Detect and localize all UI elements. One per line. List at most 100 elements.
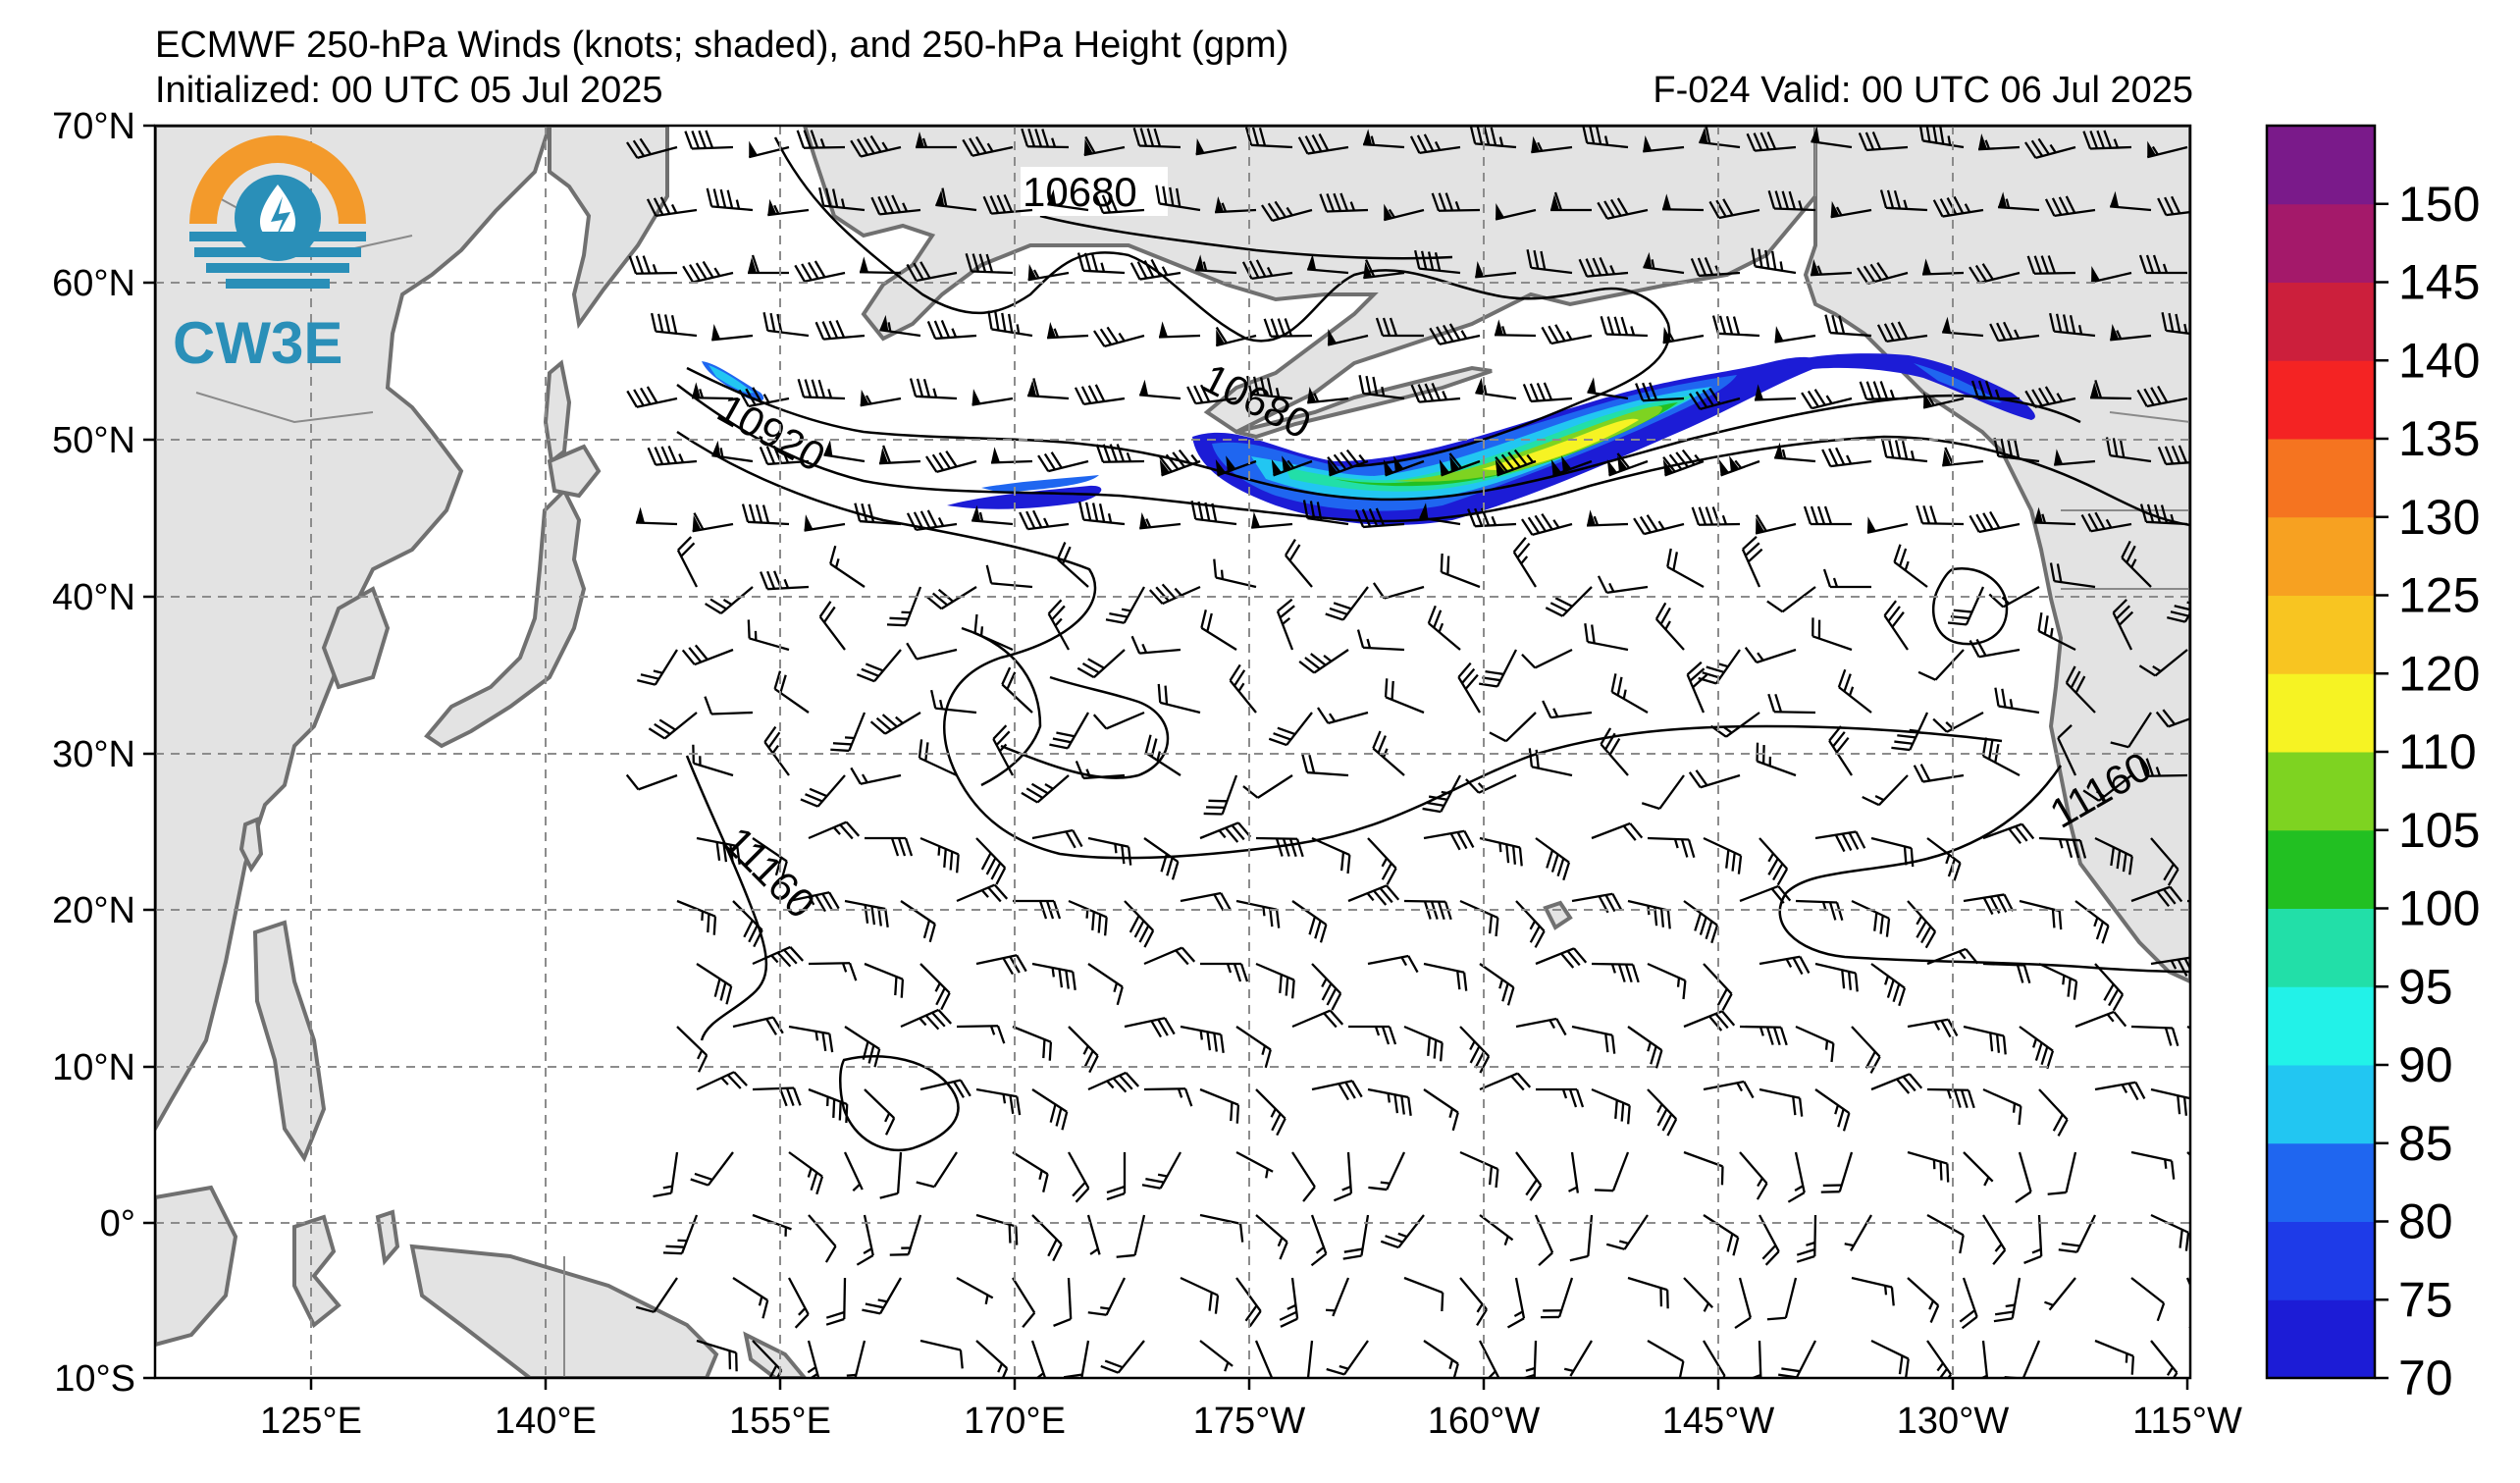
wind-barb: [696, 1071, 748, 1091]
wind-barb: [962, 135, 1014, 157]
wind-barb: [1326, 1340, 1369, 1376]
wind-barb: [1597, 197, 1649, 220]
wind-barb: [2094, 963, 2125, 1012]
wind-barb: [1766, 586, 1816, 613]
wind-barb: [1703, 1340, 1726, 1378]
wind-barb: [864, 962, 905, 998]
wind-barb: [1143, 1087, 1193, 1107]
wind-barb: [2138, 758, 2188, 777]
wind-barb: [1419, 503, 1461, 526]
wind-barb: [796, 130, 846, 149]
lon-label: 175°W: [1193, 1401, 1306, 1442]
wind-barb: [1298, 649, 1349, 674]
wind-barb: [1031, 1214, 1063, 1262]
wind-barb: [2047, 1151, 2077, 1195]
wind-barb: [1521, 648, 1573, 669]
wind-barb: [788, 1025, 834, 1053]
wind-barb: [1429, 323, 1481, 345]
wind-barb: [2019, 899, 2063, 930]
colorbar-label: 100: [2398, 881, 2480, 936]
wind-barb: [1512, 537, 1537, 588]
wind-barb: [1310, 1214, 1328, 1267]
wind-barb: [1666, 548, 1705, 589]
korea: [321, 586, 391, 690]
lat-label: 10°S: [54, 1358, 135, 1400]
wind-barb: [879, 314, 921, 338]
colorbar-label: 80: [2398, 1194, 2453, 1249]
colorbar-label: 90: [2398, 1037, 2453, 1092]
wind-barb: [1759, 837, 1789, 886]
wind-barb: [1647, 962, 1687, 1000]
wind-barb: [1372, 582, 1425, 600]
wind-barb: [1342, 1214, 1370, 1260]
wind-barb: [864, 1088, 896, 1136]
wind-barb: [1916, 504, 1965, 526]
wind-barb: [662, 1214, 699, 1255]
wind-barb: [1427, 605, 1461, 651]
wind-barb: [1235, 899, 1281, 928]
wind-barb: [2136, 385, 2188, 408]
contour-label-bg: [1021, 167, 1168, 216]
wind-barb: [1047, 188, 1089, 212]
wind-barb: [1076, 252, 1126, 275]
wind-barb: [2054, 449, 2096, 466]
wind-barb: [1235, 1150, 1274, 1179]
wind-barb: [1130, 635, 1181, 655]
wind-barb: [1105, 586, 1146, 624]
wind-barb: [1012, 1025, 1053, 1061]
wind-barb: [1037, 451, 1089, 473]
wind-barb: [1881, 438, 1928, 463]
colorbar-swatch: [2267, 673, 2375, 753]
wind-barb: [846, 1340, 866, 1378]
wind-barb: [1251, 511, 1293, 529]
wind-barb: [1759, 1087, 1804, 1117]
wind-barb: [1851, 1276, 1895, 1306]
wind-barb: [1703, 1080, 1755, 1099]
wind-barb: [1917, 649, 1965, 681]
colorbar-swatch: [2267, 908, 2375, 987]
wind-barb: [1325, 586, 1369, 621]
colorbar-label: 105: [2398, 803, 2480, 858]
wind-barb: [850, 134, 902, 158]
wind-barb: [2074, 1010, 2127, 1029]
lon-label: 160°W: [1428, 1401, 1541, 1442]
wind-barb: [1610, 673, 1649, 714]
wind-barb: [1947, 586, 1985, 626]
wind-barb: [1787, 1151, 1806, 1203]
wind-barb: [1475, 377, 1517, 400]
wind-barb: [1893, 544, 1928, 588]
wind-barb: [1027, 263, 1070, 282]
wind-barb: [2146, 140, 2188, 159]
colorbar-swatch: [2267, 516, 2375, 596]
wind-barb: [1422, 774, 1462, 814]
wind-barb: [1571, 1025, 1616, 1054]
wind-barb: [705, 586, 754, 614]
wind-barb: [2015, 1151, 2032, 1204]
wind-barb: [2110, 324, 2152, 342]
wind-barb: [808, 962, 858, 981]
wind-barb: [1001, 666, 1033, 714]
wind-barb: [1859, 381, 1909, 400]
wind-barb: [1993, 1277, 2021, 1323]
wind-barb: [1718, 455, 1760, 477]
wind-barb: [919, 1339, 964, 1369]
wind-barb: [2038, 836, 2087, 859]
lat-label: 60°N: [52, 263, 135, 304]
wind-barb: [1550, 455, 1593, 477]
wind-barb: [2094, 1081, 2146, 1101]
wind-barb: [1837, 668, 1872, 714]
wind-barb: [973, 613, 1014, 652]
wind-barb: [926, 586, 977, 610]
wind-barb: [2130, 1025, 2179, 1046]
wind-barb: [1597, 575, 1649, 594]
wind-barb: [1195, 137, 1237, 156]
wind-barb: [1285, 539, 1313, 588]
wind-barb: [916, 1151, 958, 1189]
wind-barb: [1325, 1277, 1350, 1317]
wind-barb: [900, 900, 936, 943]
wind-barb: [1766, 1277, 1798, 1321]
colorbar-swatch: [2267, 986, 2375, 1066]
wind-barb: [1255, 962, 1295, 999]
wind-barb: [1683, 1150, 1724, 1186]
wind-barb: [878, 445, 921, 465]
